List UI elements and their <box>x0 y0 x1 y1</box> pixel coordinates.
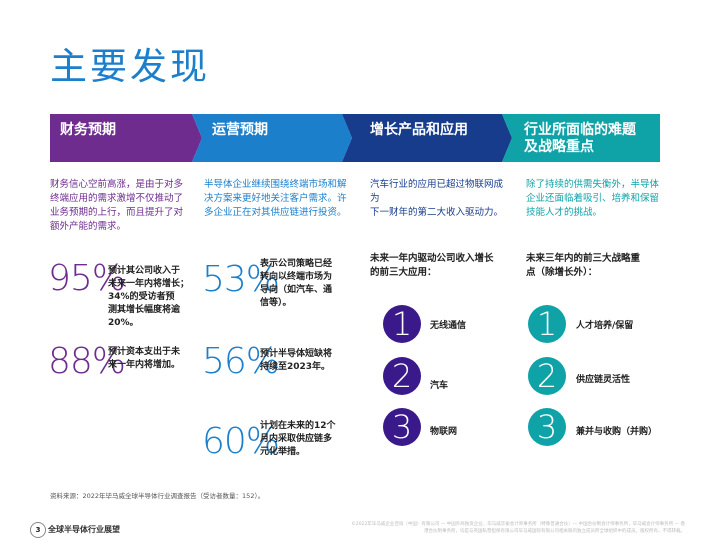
header-challenges-shape <box>502 114 660 162</box>
header-growth-shape <box>342 114 512 162</box>
header-financial-shape <box>50 114 202 162</box>
rank-badge: 3 <box>528 408 566 446</box>
header-challenges-label: 行业所面临的难题 及战略重点 <box>524 122 636 155</box>
header-operations: 运营预期 <box>192 114 352 162</box>
footer-title: 全球半导体行业展望 <box>48 525 120 534</box>
header-operations-label: 运营预期 <box>212 122 268 138</box>
rank-badge: 2 <box>383 357 421 395</box>
growth-intro: 汽车行业的应用已超过物联网成为 下一财年的第二大收入驱动力。 <box>370 179 504 218</box>
stat-value: 88% <box>48 341 126 382</box>
header-challenges: 行业所面临的难题 及战略重点 <box>502 114 660 162</box>
stat-value: 95% <box>48 258 126 299</box>
header-operations-shape <box>192 114 352 162</box>
stat-value: 56% <box>202 341 280 382</box>
rank-badge: 3 <box>383 408 421 446</box>
stat-value: 53% <box>202 259 280 300</box>
rank-label: 供应链灵活性 <box>576 375 631 385</box>
rank-label: 无线通信 <box>430 321 467 331</box>
stat-text: 预计资本支出于未 来一年内将增加。 <box>108 347 181 370</box>
stat-text: 预计其公司收入于 未来一年内将增长； 34%的受访者预 测其增长幅度将逾 20%… <box>108 266 190 328</box>
financial-intro: 财务信心空前高涨，是由于对多 终端应用的需求激增不仅推动了 业务预期的上行，而且… <box>50 179 184 232</box>
rank-label: 兼并与收购（并购） <box>576 427 658 437</box>
rank-label: 汽车 <box>430 381 449 391</box>
stat-value: 60% <box>202 421 280 462</box>
rank-badge: 1 <box>383 305 421 343</box>
source-note: 资料来源：2022年毕马威全球半导体行业调查报告（受访者数量：152）。 <box>50 492 265 500</box>
rank-label: 人才培养/保留 <box>576 321 634 331</box>
page-number: 3 <box>30 522 46 538</box>
header-financial-label: 财务预期 <box>60 122 116 138</box>
rank-badge: 2 <box>528 357 566 395</box>
rank-badge: 1 <box>528 305 566 343</box>
stat-text: 计划在未来的12个 月内采取供应链多 元化举措。 <box>260 421 336 457</box>
growth-subhead: 未来一年内驱动公司收入增长 的前三大应用： <box>370 253 494 278</box>
operations-intro: 半导体企业继续围绕终端市场和解 决方案来更好地关注客户需求。许 多企业正在对其供… <box>204 179 347 218</box>
stat-text: 预计半导体短缺将 持续至2023年。 <box>260 349 333 372</box>
challenges-intro: 除了持续的供需失衡外，半导体 企业还面临着吸引、培养和保留 技能人才的挑战。 <box>526 179 660 218</box>
stat-text: 表示公司策略已经 转向以终端市场为 导向（如汽车、通 信等）。 <box>260 259 333 308</box>
challenges-subhead: 未来三年内的前三大战略重 点（除增长外）： <box>526 253 641 278</box>
header-growth-label: 增长产品和应用 <box>370 122 468 138</box>
footer-copyright: ©2022年毕马威企业咨询（中国）有限公司 — 中国外商独资企业，毕马威华振会计… <box>351 522 685 534</box>
page-title: 主要发现 <box>50 45 210 88</box>
header-financial: 财务预期 <box>50 114 202 162</box>
header-growth: 增长产品和应用 <box>342 114 512 162</box>
rank-label: 物联网 <box>430 427 458 437</box>
